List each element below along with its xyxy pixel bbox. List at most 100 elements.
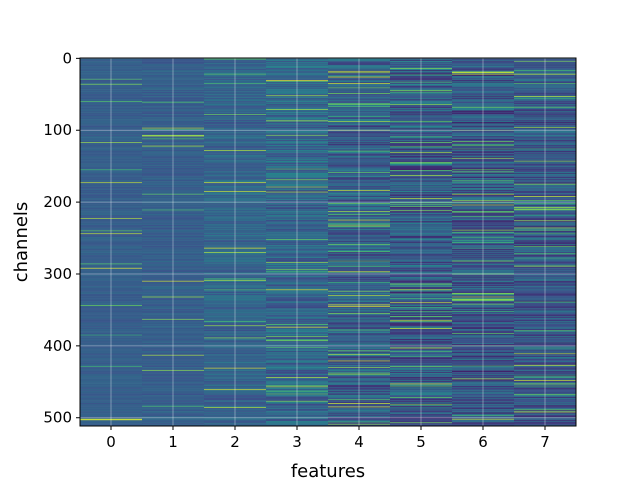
heatmap-cell [266, 409, 329, 411]
heatmap-cell [204, 269, 267, 271]
heatmap-cell [266, 96, 329, 98]
heatmap-cell [328, 219, 391, 221]
heatmap-cell [204, 364, 267, 366]
heatmap-cell [80, 395, 143, 397]
heatmap-cell [328, 282, 391, 284]
heatmap-cell [452, 131, 515, 133]
heatmap-cell [328, 282, 391, 284]
heatmap-cell [514, 137, 577, 139]
heatmap-cell [142, 127, 205, 129]
heatmap-cell [80, 285, 143, 287]
heatmap-cell [514, 93, 577, 95]
heatmap-cell [142, 208, 205, 210]
heatmap-cell [142, 392, 205, 394]
heatmap-cell [514, 231, 577, 233]
heatmap-cell [204, 349, 267, 351]
heatmap-cell [390, 298, 453, 300]
heatmap-cell [328, 348, 391, 350]
heatmap-cell [204, 242, 267, 244]
heatmap-cell [204, 187, 267, 189]
heatmap-cell [328, 58, 391, 60]
heatmap-cell [328, 325, 391, 327]
heatmap-cell [514, 266, 577, 268]
heatmap-cell [142, 109, 205, 111]
heatmap-cell [390, 292, 453, 294]
heatmap-cell [328, 223, 391, 225]
heatmap-cell [452, 66, 515, 68]
heatmap-cell [514, 242, 577, 244]
heatmap-cell [514, 248, 577, 250]
heatmap-cell [328, 132, 391, 134]
heatmap-cell [266, 417, 329, 419]
heatmap-cell [514, 398, 577, 400]
heatmap-cell [204, 254, 267, 256]
heatmap-cell [514, 357, 577, 359]
heatmap-cell [390, 396, 453, 398]
heatmap-cell [204, 106, 267, 108]
heatmap-cell [390, 313, 453, 315]
heatmap-cell [452, 422, 515, 424]
heatmap-cell [266, 210, 329, 212]
heatmap-cell [266, 268, 329, 270]
heatmap-cell [452, 108, 515, 110]
heatmap-cell [514, 144, 577, 146]
heatmap-cell [452, 153, 515, 155]
heatmap-cell [80, 396, 143, 398]
heatmap-cell [328, 210, 391, 212]
heatmap-cell [204, 103, 267, 105]
heatmap-cell [80, 145, 143, 147]
heatmap-cell [266, 247, 329, 249]
heatmap-cell [80, 414, 143, 416]
heatmap-cell [266, 377, 329, 379]
heatmap-cell [514, 216, 577, 218]
heatmap-cell [514, 262, 577, 264]
heatmap-cell [266, 311, 329, 313]
heatmap-cell [204, 336, 267, 338]
heatmap-cell [390, 274, 453, 276]
heatmap-cell [204, 86, 267, 88]
heatmap-cell [390, 188, 453, 190]
heatmap-cell [514, 142, 577, 144]
heatmap-cell [142, 316, 205, 318]
heatmap-cell [204, 366, 267, 368]
heatmap-cell [390, 242, 453, 244]
heatmap-cell [80, 335, 143, 337]
heatmap-cell [80, 278, 143, 280]
heatmap-cell [266, 272, 329, 274]
heatmap-cell [80, 165, 143, 167]
heatmap-cell [514, 290, 577, 292]
heatmap-cell [328, 339, 391, 341]
heatmap-cell [142, 403, 205, 405]
heatmap-cell [390, 277, 453, 279]
heatmap-cell [452, 215, 515, 217]
heatmap-cell [328, 137, 391, 139]
heatmap-cell [328, 357, 391, 359]
heatmap-cell [452, 363, 515, 365]
heatmap-cell [204, 196, 267, 198]
heatmap-cell [514, 208, 577, 210]
heatmap-cell [514, 88, 577, 90]
heatmap-cell [142, 185, 205, 187]
heatmap-cell [514, 359, 577, 361]
heatmap-cell [142, 378, 205, 380]
heatmap-cell [328, 98, 391, 100]
heatmap-cell [452, 183, 515, 185]
heatmap-cell [514, 114, 577, 116]
heatmap-cell [142, 280, 205, 282]
heatmap-cell [80, 404, 143, 406]
heatmap-cell [514, 215, 577, 217]
heatmap-cell [452, 76, 515, 78]
heatmap-cell [266, 78, 329, 80]
heatmap-cell [328, 275, 391, 277]
heatmap-cell [80, 390, 143, 392]
heatmap-cell [514, 154, 577, 156]
heatmap-cell [328, 124, 391, 126]
heatmap-cell [390, 354, 453, 356]
heatmap-cell [80, 323, 143, 325]
heatmap-cell [390, 129, 453, 131]
heatmap-cell [452, 318, 515, 320]
heatmap-cell [204, 140, 267, 142]
heatmap-cell [142, 145, 205, 147]
heatmap-cell [514, 166, 577, 168]
heatmap-cell [452, 74, 515, 76]
